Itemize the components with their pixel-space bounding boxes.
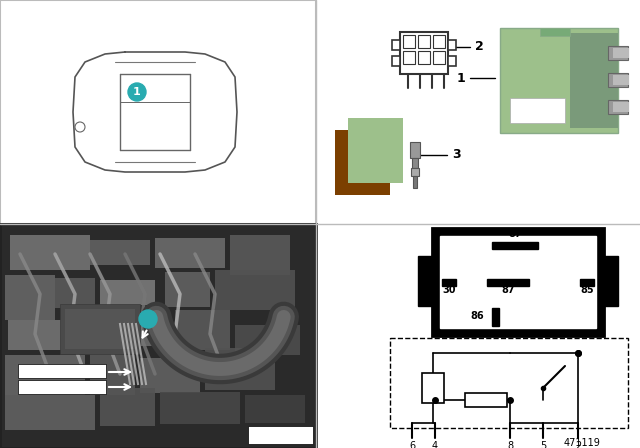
Bar bbox=[448, 40, 456, 50]
Circle shape bbox=[128, 83, 146, 101]
Bar bbox=[433, 35, 445, 48]
Text: K6324: K6324 bbox=[44, 366, 81, 376]
Text: 2: 2 bbox=[475, 40, 484, 53]
Bar bbox=[8, 320, 68, 350]
Text: 1: 1 bbox=[456, 72, 465, 85]
Bar bbox=[348, 118, 403, 183]
Bar bbox=[412, 158, 418, 168]
Bar bbox=[410, 142, 420, 158]
Bar bbox=[492, 242, 538, 249]
Text: 294099: 294099 bbox=[257, 430, 305, 440]
Text: 1: 1 bbox=[133, 87, 141, 97]
Bar bbox=[392, 40, 400, 50]
Bar bbox=[433, 51, 445, 64]
Bar bbox=[613, 102, 629, 112]
Bar bbox=[65, 309, 135, 349]
Bar bbox=[245, 395, 305, 423]
Bar bbox=[411, 168, 419, 176]
Bar bbox=[580, 279, 594, 286]
Bar bbox=[130, 318, 170, 346]
Bar bbox=[90, 240, 150, 265]
Bar bbox=[10, 235, 90, 270]
Bar bbox=[608, 73, 628, 87]
Text: 85: 85 bbox=[580, 285, 594, 295]
Text: 6: 6 bbox=[409, 441, 415, 448]
Bar bbox=[403, 35, 415, 48]
Bar bbox=[235, 325, 300, 355]
Bar bbox=[90, 350, 135, 395]
Bar bbox=[422, 373, 444, 403]
Bar bbox=[18, 380, 106, 394]
Bar bbox=[230, 235, 290, 275]
Circle shape bbox=[139, 310, 157, 328]
Bar bbox=[390, 338, 628, 428]
Bar bbox=[316, 0, 640, 224]
Text: X6324: X6324 bbox=[44, 382, 81, 392]
Bar bbox=[5, 355, 85, 395]
Bar bbox=[0, 0, 316, 224]
Bar bbox=[418, 51, 430, 64]
Bar bbox=[248, 426, 313, 444]
Bar bbox=[100, 280, 155, 305]
Text: 4: 4 bbox=[432, 441, 438, 448]
Bar bbox=[613, 75, 629, 85]
Bar bbox=[100, 388, 155, 426]
Text: 471119: 471119 bbox=[563, 438, 600, 448]
Text: 8: 8 bbox=[507, 441, 513, 448]
Bar bbox=[487, 279, 529, 286]
Bar bbox=[5, 395, 95, 430]
Bar bbox=[432, 228, 604, 336]
Bar bbox=[602, 256, 618, 306]
Bar bbox=[403, 51, 415, 64]
Bar bbox=[5, 275, 55, 320]
Bar bbox=[465, 393, 507, 407]
Bar bbox=[335, 130, 390, 195]
Bar bbox=[442, 279, 456, 286]
Text: 87: 87 bbox=[501, 285, 515, 295]
Bar bbox=[392, 56, 400, 66]
Bar bbox=[540, 28, 570, 36]
Text: 3: 3 bbox=[452, 148, 461, 161]
Bar bbox=[55, 278, 95, 308]
Text: 2: 2 bbox=[575, 441, 581, 448]
Bar bbox=[613, 48, 629, 58]
Bar bbox=[492, 308, 499, 326]
Bar bbox=[140, 358, 200, 393]
Bar bbox=[608, 100, 628, 114]
Bar bbox=[155, 238, 225, 268]
Bar bbox=[175, 310, 230, 350]
Bar bbox=[418, 35, 430, 48]
Bar bbox=[510, 98, 565, 123]
Bar bbox=[165, 272, 210, 307]
Bar bbox=[0, 224, 316, 448]
Bar bbox=[413, 176, 417, 188]
Bar bbox=[215, 270, 295, 310]
Bar bbox=[440, 236, 596, 328]
Bar bbox=[400, 32, 448, 74]
Text: 30: 30 bbox=[442, 285, 456, 295]
Text: 5: 5 bbox=[540, 441, 546, 448]
Text: 1: 1 bbox=[144, 314, 152, 324]
Bar bbox=[205, 348, 275, 390]
Bar bbox=[418, 256, 434, 306]
Bar bbox=[70, 315, 120, 350]
Text: 86: 86 bbox=[470, 311, 484, 321]
Text: 87: 87 bbox=[508, 229, 522, 239]
Bar bbox=[60, 304, 140, 354]
Bar bbox=[608, 46, 628, 60]
Bar bbox=[18, 364, 106, 378]
Bar bbox=[570, 33, 618, 128]
Bar bbox=[160, 392, 240, 424]
Bar bbox=[500, 28, 618, 133]
Bar bbox=[448, 56, 456, 66]
